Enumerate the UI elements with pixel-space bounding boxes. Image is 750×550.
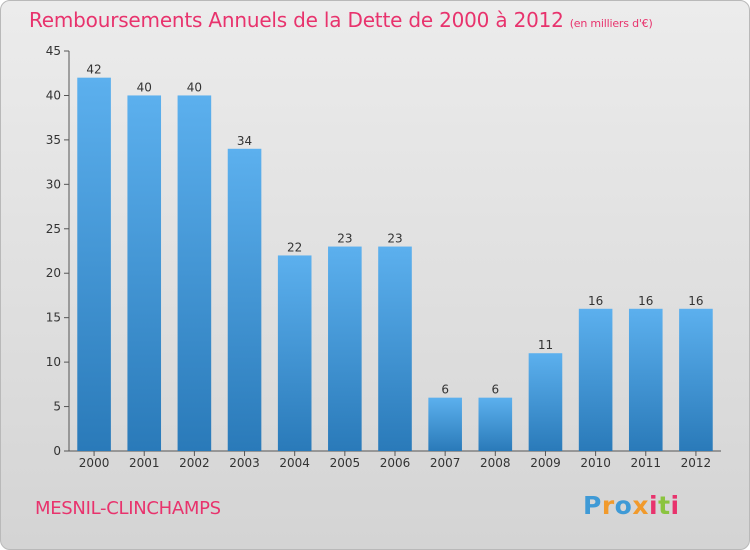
y-tick-label: 45 [46,44,61,58]
x-tick-label: 2010 [580,456,611,470]
data-label: 40 [137,80,152,94]
bar [428,397,462,451]
bar [679,308,713,451]
bar [328,246,362,451]
y-tick-label: 5 [53,400,61,414]
x-tick-label: 2012 [681,456,712,470]
commune-name: MESNIL-CLINCHAMPS [35,498,221,519]
data-label: 16 [638,294,653,308]
bar [578,308,613,451]
data-label: 34 [237,134,252,148]
y-tick-label: 40 [46,88,61,102]
data-label: 6 [491,383,499,397]
data-label: 6 [441,383,449,397]
data-label: 16 [688,294,703,308]
x-tick-label: 2006 [380,456,411,470]
bar [378,246,412,451]
y-tick-label: 0 [53,444,61,458]
y-tick-label: 20 [46,266,61,280]
y-tick-label: 25 [46,222,61,236]
bar [628,308,663,451]
chart-title: Remboursements Annuels de la Dette de 20… [29,8,653,32]
x-tick-label: 2009 [530,456,561,470]
x-tick-label: 2003 [229,456,260,470]
bar [227,148,262,451]
x-tick-label: 2005 [330,456,361,470]
x-tick-label: 2011 [630,456,661,470]
bar [177,95,212,451]
bar [277,255,312,451]
y-tick-label: 35 [46,133,61,147]
bar [478,397,513,451]
data-label: 16 [588,294,603,308]
x-tick-label: 2002 [179,456,210,470]
x-tick-label: 2008 [480,456,511,470]
x-tick-label: 2001 [129,456,160,470]
data-label: 40 [187,80,202,94]
chart-subtitle: (en milliers d'€) [569,17,653,30]
x-tick-label: 2004 [279,456,310,470]
data-label: 23 [387,232,402,246]
chart-title-text: Remboursements Annuels de la Dette de 20… [29,8,564,32]
y-tick-label: 30 [46,177,61,191]
bar [77,77,111,452]
bar [127,95,162,451]
data-label: 22 [287,240,302,254]
y-tick-label: 10 [46,355,61,369]
x-tick-label: 2000 [79,456,110,470]
data-label: 23 [337,232,352,246]
bar [528,353,563,451]
data-label: 42 [86,63,101,77]
x-tick-label: 2007 [430,456,461,470]
y-tick-label: 15 [46,311,61,325]
proxiti-logo: Proxiti [583,491,680,520]
data-label: 11 [538,338,553,352]
